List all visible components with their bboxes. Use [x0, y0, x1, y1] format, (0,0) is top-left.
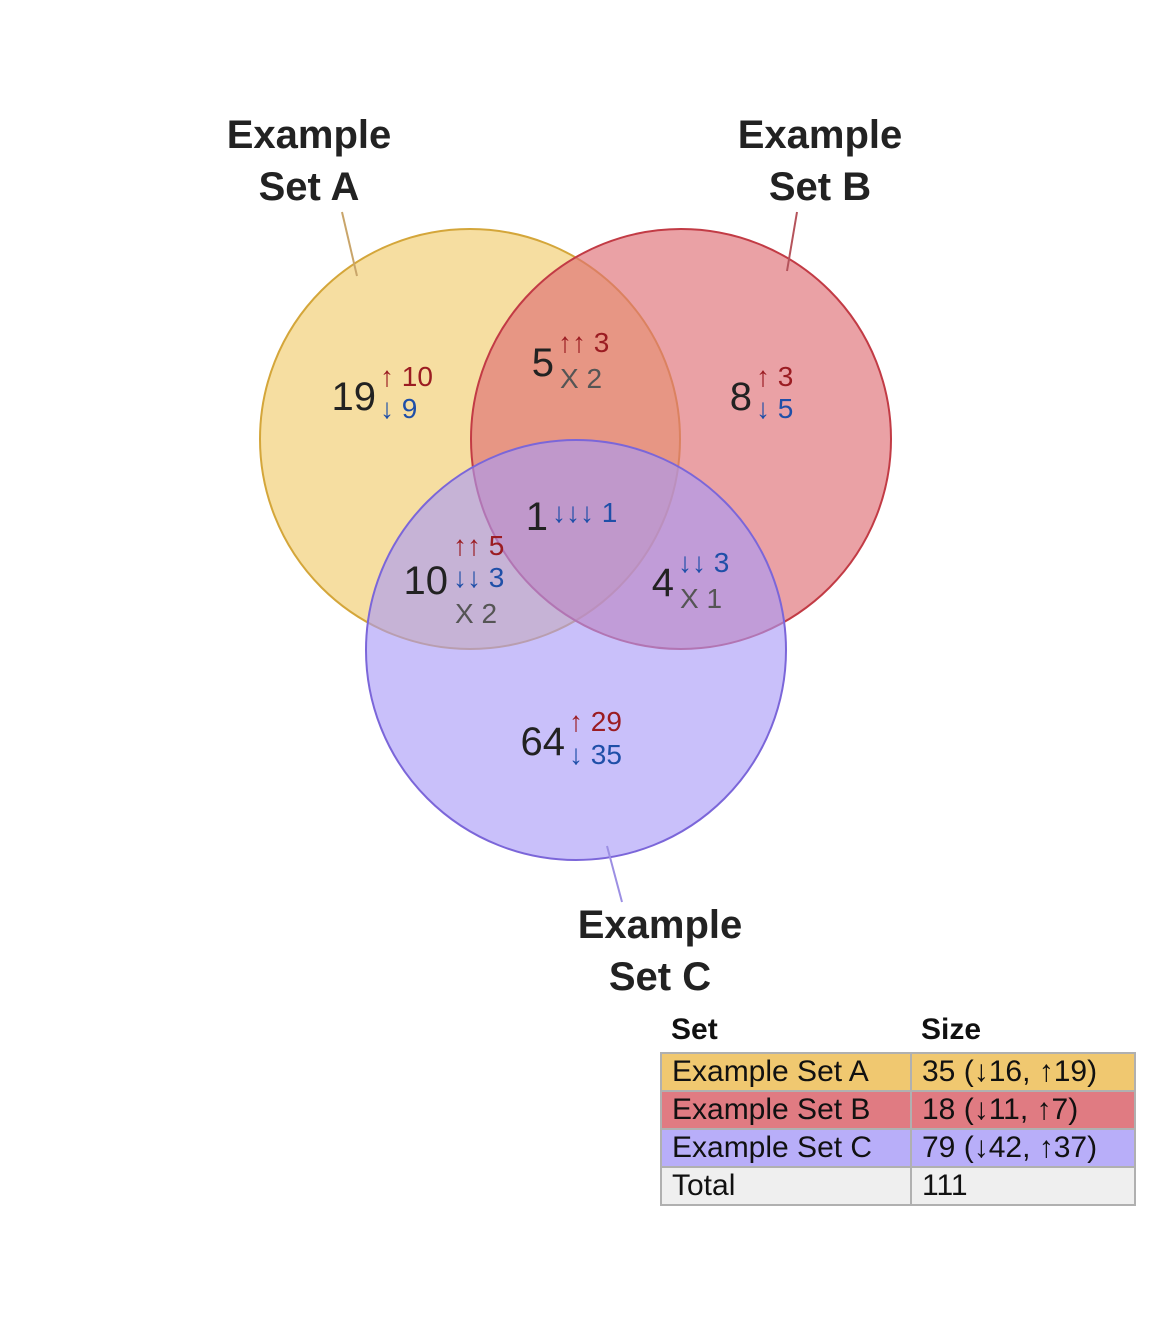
region-bc-mixed: X 1 [680, 583, 722, 614]
region-b-only-up: ↑ 3 [756, 361, 793, 392]
set-size-table: Set Size Example Set A 35 (↓16, ↑19) Exa… [660, 1008, 1136, 1206]
set-b-label-line1: Example [738, 113, 903, 157]
table-row-total: Total 111 [660, 1166, 1136, 1206]
region-c-only-count: 64 [521, 720, 566, 764]
region-a-only-count: 19 [332, 375, 377, 419]
table-cell-set: Example Set A [660, 1052, 912, 1092]
table-header-size: Size [921, 1013, 982, 1046]
set-a-label-line2: Set A [259, 165, 360, 209]
venn-diagram: Example Set A Example Set B Example Set … [227, 113, 903, 999]
leader-line-set-b [786, 211, 798, 272]
region-ab-count: 5 [532, 341, 554, 385]
region-bc-count: 4 [652, 561, 674, 605]
table-cell-size: 111 [910, 1166, 1136, 1206]
region-bc-down: ↓↓ 3 [678, 547, 729, 578]
region-ab-mixed: X 2 [560, 363, 602, 394]
set-b-label-line2: Set B [769, 165, 871, 209]
set-c-label-line1: Example [578, 903, 743, 947]
region-a-only-down: ↓ 9 [380, 393, 417, 424]
leader-line-set-a [341, 211, 358, 277]
table-cell-set: Example Set B [660, 1090, 912, 1130]
table-row-set-b: Example Set B 18 (↓11, ↑7) [660, 1090, 1136, 1130]
circle-set-c [365, 439, 787, 861]
table-row-set-a: Example Set A 35 (↓16, ↑19) [660, 1052, 1136, 1092]
region-ac-count: 10 [404, 559, 449, 603]
table-cell-set: Example Set C [660, 1128, 912, 1168]
table-cell-set: Total [660, 1166, 912, 1206]
table-row-set-c: Example Set C 79 (↓42, ↑37) [660, 1128, 1136, 1168]
table-cell-size: 79 (↓42, ↑37) [910, 1128, 1136, 1168]
set-c-label-line2: Set C [609, 955, 711, 999]
leader-line-set-c [606, 845, 623, 903]
region-a-only-up: ↑ 10 [380, 361, 433, 392]
region-ab-up: ↑↑ 3 [558, 327, 609, 358]
region-b-only-count: 8 [730, 375, 752, 419]
region-abc-count: 1 [526, 495, 548, 539]
region-c-only-up: ↑ 29 [569, 706, 622, 737]
region-abc-down: ↓↓↓ 1 [552, 497, 617, 528]
table-header-set: Set [671, 1013, 718, 1046]
region-b-only-down: ↓ 5 [756, 393, 793, 424]
table-cell-size: 35 (↓16, ↑19) [910, 1052, 1136, 1092]
region-ac-up: ↑↑ 5 [453, 530, 504, 561]
region-c-only-down: ↓ 35 [569, 739, 622, 770]
region-ac-mixed: X 2 [455, 598, 497, 629]
region-ac-down: ↓↓ 3 [453, 562, 504, 593]
set-a-label-line1: Example [227, 113, 392, 157]
table-cell-size: 18 (↓11, ↑7) [910, 1090, 1136, 1130]
